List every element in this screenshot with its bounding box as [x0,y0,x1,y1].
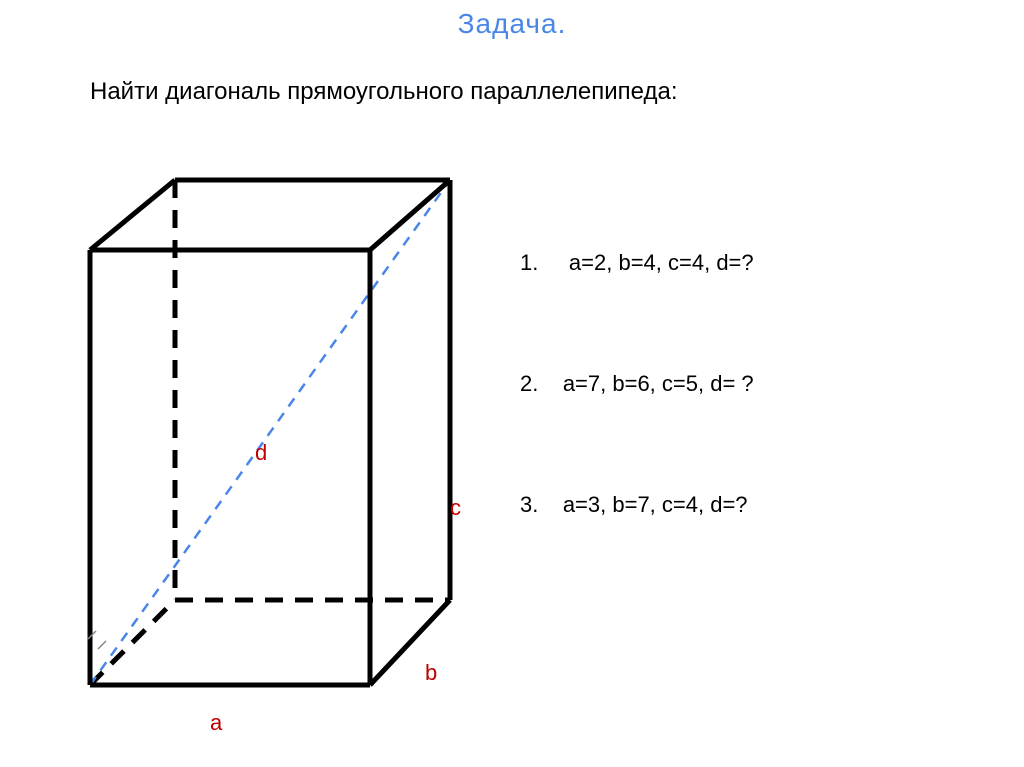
problem-number: 2. [520,371,538,396]
problem-title: Задача. [458,8,567,40]
label-b: b [425,660,437,686]
problem-item: 2. a=7, b=6, c=5, d= ? [520,371,754,397]
problem-number: 3. [520,492,538,517]
parallelepiped-diagram: d c b a [55,155,475,735]
problem-number: 1. [520,250,538,275]
label-c: c [450,495,461,521]
problem-subtitle: Найти диагональ прямоугольного параллеле… [90,78,678,106]
label-a: a [210,710,222,736]
problem-text: a=7, b=6, c=5, d= ? [563,371,754,396]
problem-text: a=2, b=4, c=4, d=? [569,250,754,275]
problem-item: 3. a=3, b=7, c=4, d=? [520,492,754,518]
label-d: d [255,440,267,466]
problems-list: 1. a=2, b=4, c=4, d=? 2. a=7, b=6, c=5, … [520,250,754,613]
problem-item: 1. a=2, b=4, c=4, d=? [520,250,754,276]
problem-text: a=3, b=7, c=4, d=? [563,492,748,517]
